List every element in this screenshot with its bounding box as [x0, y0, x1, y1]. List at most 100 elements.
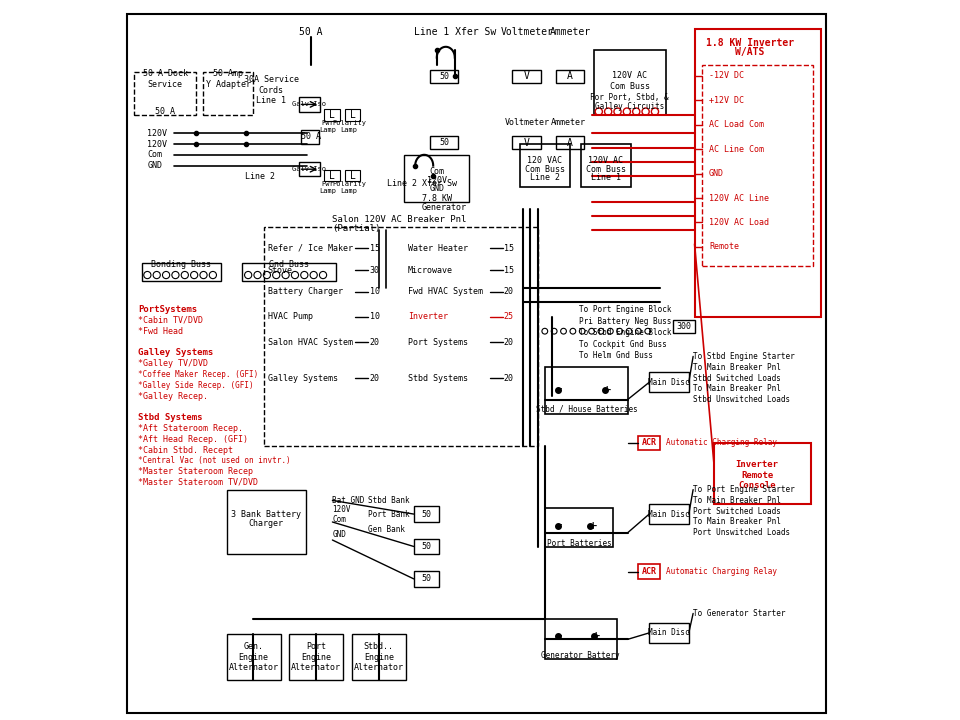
Text: Stove: Stove: [268, 266, 293, 274]
Text: *Central Vac (not used on invtr.): *Central Vac (not used on invtr.): [138, 456, 291, 465]
Bar: [324, 109, 341, 121]
Text: Remote: Remote: [708, 243, 739, 251]
Text: To Stbd Engine Starter: To Stbd Engine Starter: [693, 352, 795, 361]
Text: 50 A: 50 A: [300, 132, 321, 141]
Text: +12V DC: +12V DC: [708, 96, 744, 104]
Text: L: L: [349, 110, 355, 120]
Text: Stbd / House Batteries: Stbd / House Batteries: [536, 405, 637, 413]
Text: Charger: Charger: [249, 519, 283, 528]
Text: 15: 15: [504, 266, 514, 274]
Bar: [243, 263, 336, 281]
Text: 120V AC: 120V AC: [588, 156, 623, 165]
Text: 120V AC Load: 120V AC Load: [708, 218, 769, 227]
Text: *Coffee Maker Recep. (GFI): *Coffee Maker Recep. (GFI): [138, 370, 258, 379]
Text: Com: Com: [429, 167, 444, 176]
Bar: [134, 72, 196, 115]
Text: Bonding Buss: Bonding Buss: [152, 261, 211, 269]
Text: Inverter: Inverter: [408, 312, 448, 321]
Text: AC Line Com: AC Line Com: [708, 145, 764, 153]
Bar: [142, 263, 221, 281]
Text: 50: 50: [439, 138, 449, 147]
Text: Stbd Unswitched Loads: Stbd Unswitched Loads: [693, 395, 790, 404]
Text: Com Buss: Com Buss: [610, 82, 650, 91]
Text: ACR: ACR: [641, 438, 657, 447]
Text: 120V AC Line: 120V AC Line: [708, 194, 769, 202]
Text: -: -: [556, 629, 564, 644]
Bar: [345, 109, 361, 121]
Text: 15: 15: [370, 244, 380, 253]
Bar: [227, 634, 280, 680]
Text: Console: Console: [738, 482, 776, 490]
Text: Com Buss: Com Buss: [586, 165, 626, 174]
Text: -: -: [556, 518, 564, 533]
Text: Port Systems: Port Systems: [408, 338, 468, 346]
Text: +: +: [603, 383, 611, 397]
Text: Battery Charger: Battery Charger: [268, 287, 343, 296]
Text: Automatic Charging Relay: Automatic Charging Relay: [666, 438, 777, 447]
Text: 3 Bank Battery: 3 Bank Battery: [231, 510, 301, 519]
Bar: [544, 619, 616, 659]
Text: Remote: Remote: [741, 471, 774, 480]
Text: 50: 50: [421, 575, 431, 583]
Bar: [673, 320, 694, 333]
Text: 120 VAC: 120 VAC: [527, 156, 563, 165]
Text: Galv Iso: Galv Iso: [293, 102, 326, 107]
Text: Automatic Charging Relay: Automatic Charging Relay: [666, 567, 777, 576]
Text: To Main Breaker Pnl: To Main Breaker Pnl: [693, 496, 781, 505]
Bar: [638, 564, 660, 579]
Text: Voltmeter: Voltmeter: [500, 27, 553, 37]
Text: 20: 20: [370, 374, 380, 382]
Text: V: V: [524, 71, 530, 81]
Text: 15: 15: [504, 244, 514, 253]
Text: 7.8 KW: 7.8 KW: [421, 194, 452, 203]
Text: W/ATS: W/ATS: [735, 47, 765, 57]
Bar: [593, 50, 666, 115]
Text: *Master Stateroom Recep: *Master Stateroom Recep: [138, 467, 253, 476]
Bar: [638, 436, 660, 450]
Text: +: +: [588, 518, 596, 533]
Text: ACR: ACR: [641, 567, 657, 576]
Text: *Galley Recep.: *Galley Recep.: [138, 392, 208, 400]
Bar: [289, 634, 344, 680]
Text: Gen Bank: Gen Bank: [369, 525, 405, 534]
Text: *Fwd Head: *Fwd Head: [138, 327, 183, 336]
Text: *Aft Stateroom Recep.: *Aft Stateroom Recep.: [138, 424, 243, 433]
Bar: [556, 136, 585, 149]
Text: Com Buss: Com Buss: [525, 165, 564, 174]
Text: AC Load Com: AC Load Com: [708, 120, 764, 129]
Text: 50 Amp
Y Adapter: 50 Amp Y Adapter: [205, 70, 251, 89]
Text: (Partial): (Partial): [332, 224, 381, 233]
Text: A: A: [567, 71, 573, 81]
Text: To Main Breaker Pnl: To Main Breaker Pnl: [693, 518, 781, 526]
Bar: [352, 634, 406, 680]
Text: GND: GND: [429, 184, 444, 193]
Bar: [513, 70, 541, 83]
Text: 120V: 120V: [148, 140, 167, 148]
Text: *Cabin TV/DVD: *Cabin TV/DVD: [138, 316, 203, 325]
Text: Stbd..
Engine
Alternator: Stbd.. Engine Alternator: [354, 642, 404, 672]
Bar: [414, 571, 439, 587]
Text: PortSystems: PortSystems: [138, 305, 197, 314]
Text: Stbd Switched Loads: Stbd Switched Loads: [693, 374, 781, 382]
Bar: [702, 65, 813, 266]
Text: Generator Battery: Generator Battery: [541, 651, 620, 660]
Text: 300: 300: [676, 322, 691, 330]
Bar: [714, 443, 811, 504]
Bar: [544, 508, 613, 547]
Text: -: -: [556, 383, 564, 397]
Text: *Master Stateroom TV/DVD: *Master Stateroom TV/DVD: [138, 478, 258, 487]
Text: Galley Circuits: Galley Circuits: [595, 102, 664, 111]
Bar: [544, 367, 628, 414]
Bar: [345, 170, 361, 181]
Bar: [301, 130, 320, 144]
Text: L: L: [329, 171, 335, 181]
Text: 120V: 120V: [148, 129, 167, 138]
Text: Gen.
Engine
Alternator: Gen. Engine Alternator: [228, 642, 278, 672]
Text: To Cockpit Gnd Buss: To Cockpit Gnd Buss: [579, 340, 667, 348]
Text: Galley Systems: Galley Systems: [268, 374, 338, 382]
Bar: [227, 490, 306, 554]
Text: Main Disc: Main Disc: [648, 510, 690, 518]
Text: 25: 25: [504, 312, 514, 321]
Text: Pwr
Lamp: Pwr Lamp: [319, 120, 336, 132]
Text: Galley Systems: Galley Systems: [138, 348, 213, 357]
